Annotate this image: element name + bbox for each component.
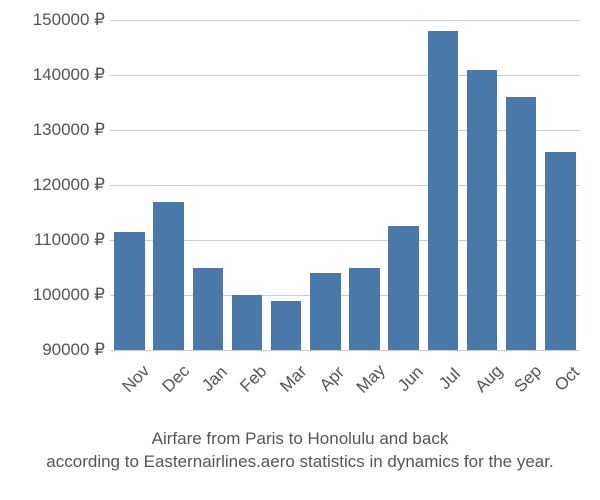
x-axis-labels: NovDecJanFebMarAprMayJunJulAugSepOct	[110, 350, 580, 410]
airfare-bar-chart: NovDecJanFebMarAprMayJunJulAugSepOct Air…	[0, 0, 600, 500]
bar	[388, 226, 419, 350]
bar	[545, 152, 576, 350]
bar	[506, 97, 537, 350]
y-tick-label: 110000 ₽	[34, 230, 105, 250]
bar	[349, 268, 380, 351]
y-tick-label: 140000 ₽	[33, 65, 105, 85]
chart-caption: Airfare from Paris to Honolulu and back …	[0, 428, 600, 474]
bar	[114, 232, 145, 350]
bars-container	[110, 20, 580, 350]
caption-line-1: Airfare from Paris to Honolulu and back	[152, 429, 449, 448]
y-tick-label: 90000 ₽	[42, 340, 105, 360]
bar	[271, 301, 302, 351]
bar	[193, 268, 224, 351]
y-tick-label: 130000 ₽	[33, 120, 105, 140]
bar	[232, 295, 263, 350]
y-tick-label: 100000 ₽	[33, 285, 105, 305]
bar	[310, 273, 341, 350]
bar	[153, 202, 184, 351]
caption-line-2: according to Easternairlines.aero statis…	[46, 452, 553, 471]
bar	[467, 70, 498, 351]
bar	[428, 31, 459, 350]
y-tick-label: 150000 ₽	[33, 10, 105, 30]
plot-area	[110, 20, 580, 350]
y-tick-label: 120000 ₽	[33, 175, 105, 195]
